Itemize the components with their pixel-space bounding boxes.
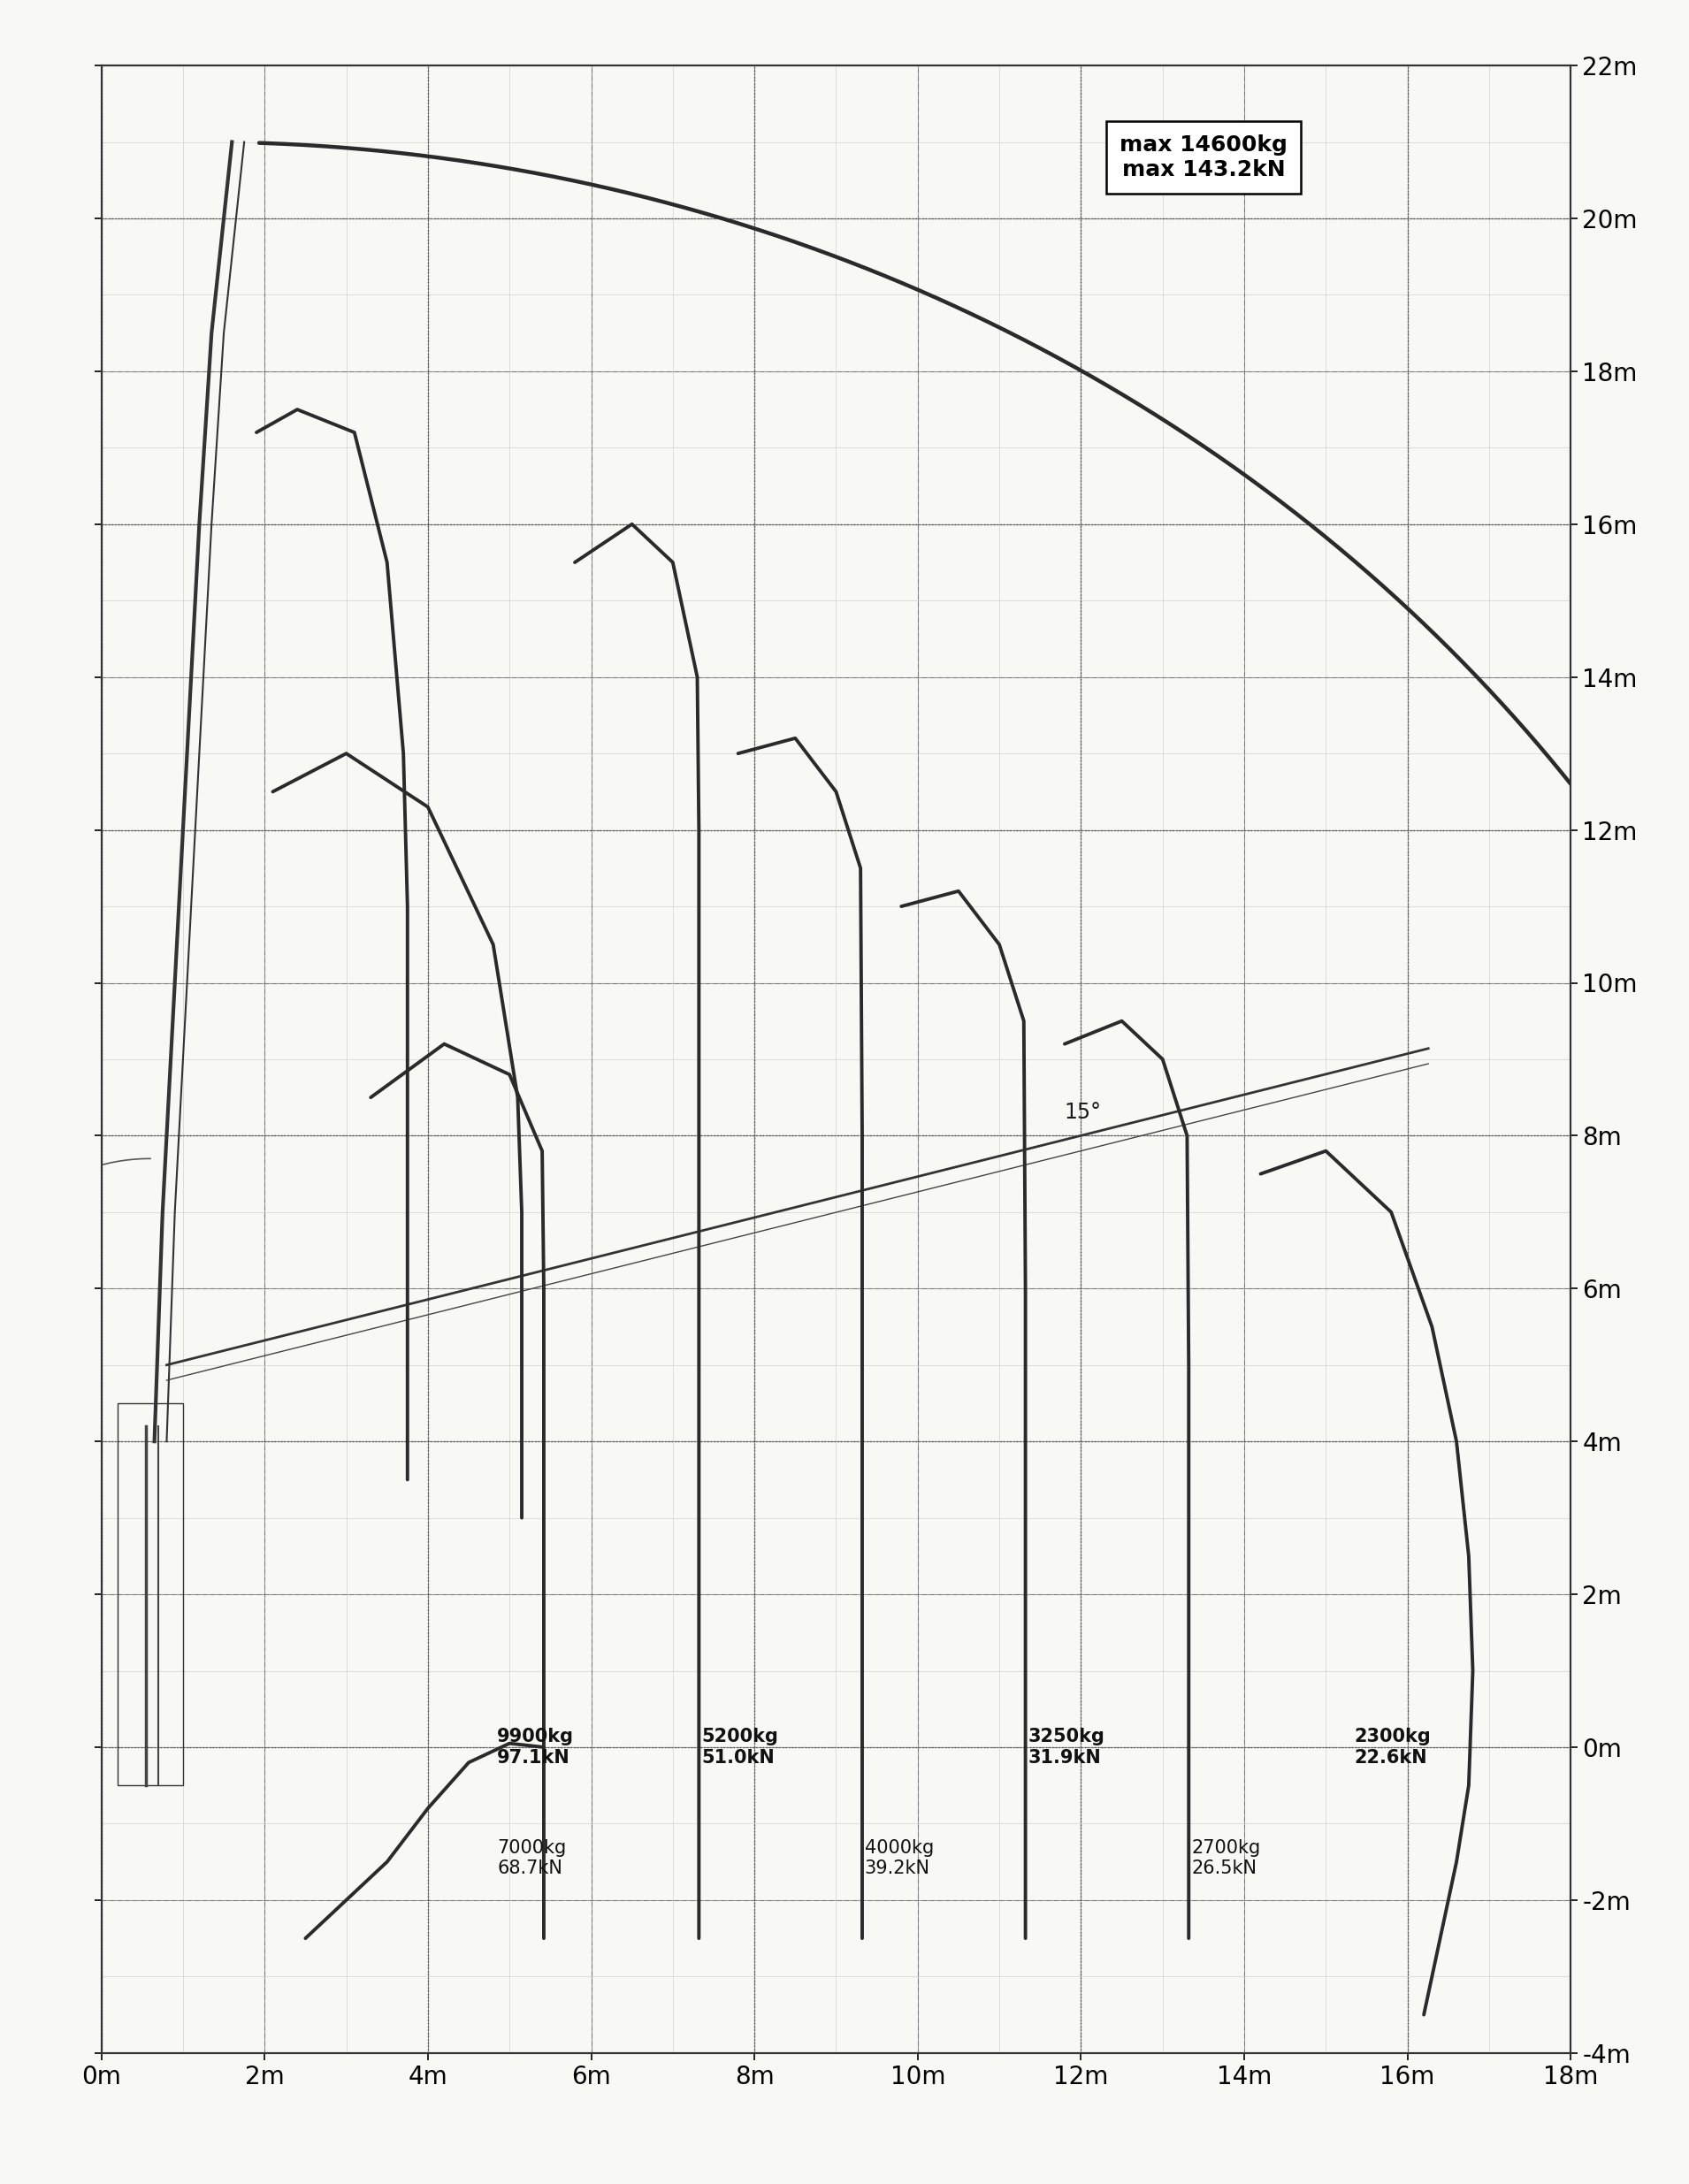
Text: 7000kg
68.7kN: 7000kg 68.7kN <box>497 1839 566 1876</box>
Text: 2700kg
26.5kN: 2700kg 26.5kN <box>1191 1839 1260 1876</box>
Bar <box>118 1402 182 1787</box>
Text: 3250kg
31.9kN: 3250kg 31.9kN <box>1029 1728 1105 1767</box>
Text: 2300kg
22.6kN: 2300kg 22.6kN <box>1355 1728 1431 1767</box>
Text: 5200kg
51.0kN: 5200kg 51.0kN <box>701 1728 779 1767</box>
Text: 4000kg
39.2kN: 4000kg 39.2kN <box>865 1839 934 1876</box>
Text: 15°: 15° <box>1064 1103 1101 1123</box>
Text: 9900kg
97.1kN: 9900kg 97.1kN <box>497 1728 574 1767</box>
Text: max 14600kg
max 143.2kN: max 14600kg max 143.2kN <box>1120 135 1287 179</box>
